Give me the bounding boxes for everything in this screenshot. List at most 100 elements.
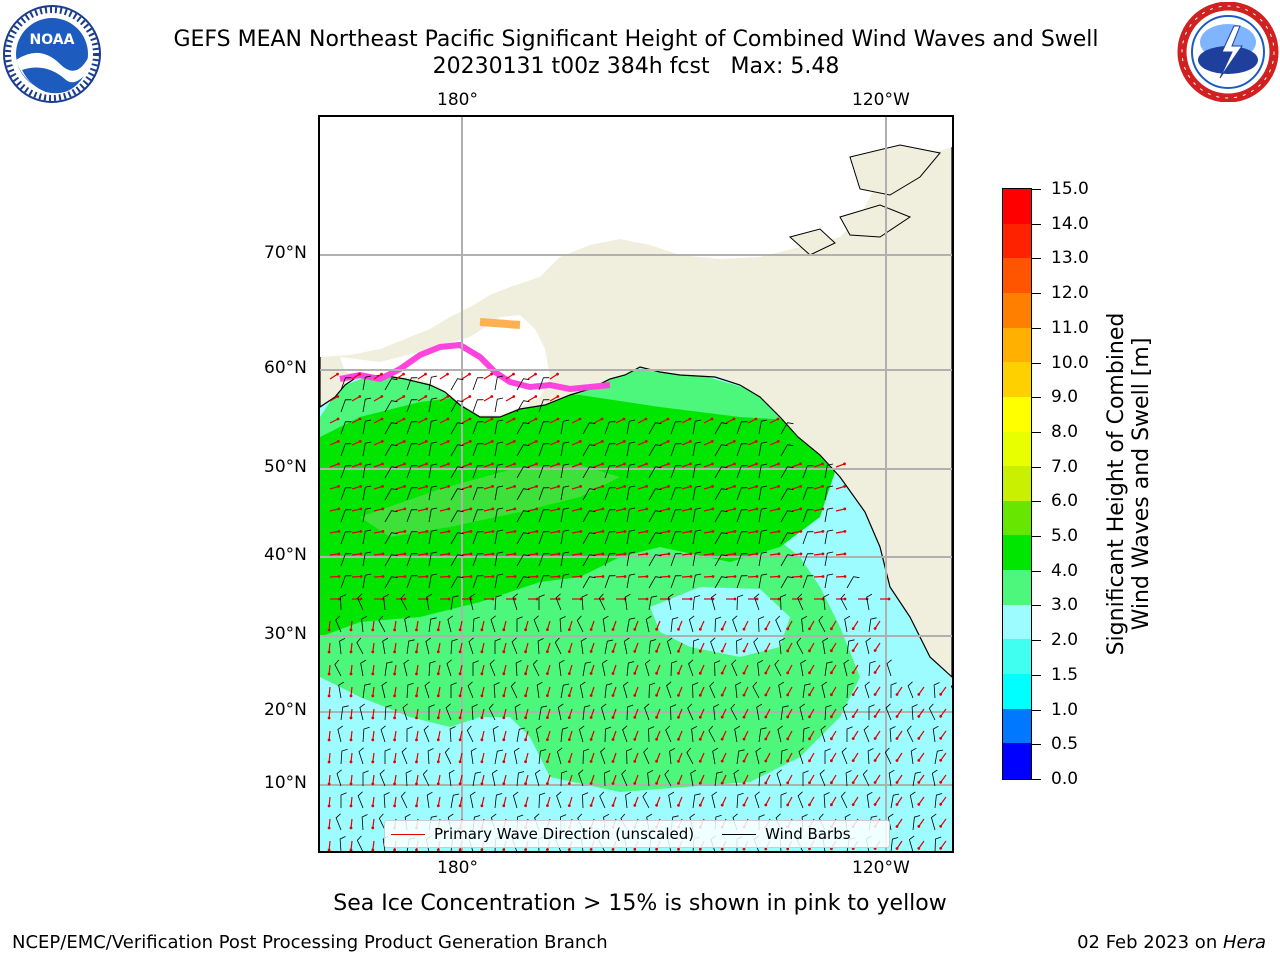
wave-arrow-head [799,462,802,466]
wind-barb [516,554,530,567]
wind-barb [911,704,918,721]
wave-arrow [372,620,375,630]
wave-arrow [918,686,925,695]
wave-arrow-head [777,597,781,601]
wave-arrow-head [371,672,375,676]
wind-barb [358,747,364,765]
wind-barb [823,593,830,611]
wave-arrow [677,620,683,630]
wave-arrow-head [425,507,429,511]
wave-arrow [439,553,449,556]
wind-barb [469,791,476,809]
wave-arrow-head [490,440,494,443]
wind-barb [472,660,479,676]
colorbar-tick-mark [1031,431,1041,433]
wind-barb [494,551,504,567]
colorbar-tick-mark [1031,223,1041,225]
wave-arrow-head [513,552,517,556]
wind-barb [714,488,728,501]
wave-arrow-head [557,507,561,511]
wave-arrow-head [843,530,847,533]
wind-barb [406,509,418,523]
wave-arrow-head [720,847,724,851]
wind-barb [362,375,372,391]
wave-arrow-head [447,530,451,533]
wave-arrow-head [359,485,362,488]
wave-arrow-head [939,736,943,740]
wind-barb [582,554,596,567]
wind-barb [450,510,464,523]
wave-arrow-head [786,737,790,741]
wave-arrow-head [589,628,593,631]
wind-barb [758,441,768,457]
wave-arrow-head [403,530,407,533]
wave-arrow [874,642,881,651]
wave-arrow-head [425,485,428,488]
wind-barb [909,791,916,809]
wave-arrow-head [337,597,341,601]
wind-barb [580,637,587,655]
wind-barb [516,532,530,545]
wind-barb [648,554,662,567]
wind-barb [866,791,873,809]
wave-arrow-head [689,507,693,511]
colorbar-tick-label: 8.0 [1051,421,1079,442]
wave-arrow [721,620,727,630]
wind-barb [626,573,636,589]
wave-arrow-head [535,575,539,578]
wave-arrow [791,485,801,490]
wind-barb [645,615,652,633]
wave-arrow [439,508,449,512]
sea-ice-edge [339,341,611,393]
wind-barb [758,573,768,589]
wave-arrow [791,530,802,534]
wave-arrow [634,752,639,762]
wave-arrow [571,553,581,556]
wave-arrow-head [327,694,331,698]
wave-arrow-head [512,395,516,398]
wind-barb [912,815,921,831]
wave-arrow [612,774,617,784]
wave-arrow [940,774,947,783]
wave-arrow [590,774,595,784]
colorbar-segment [1003,743,1031,779]
colorbar-segment [1003,535,1031,571]
wave-arrow [703,440,713,446]
wave-arrow-head [830,627,833,631]
wind-barb [406,421,418,435]
wave-arrow [372,642,375,652]
wind-barb [428,617,437,633]
wind-barb [340,705,349,721]
wave-arrow-head [808,649,811,653]
wind-barb [648,422,662,435]
wave-arrow [725,530,736,534]
wind-barb [494,463,504,479]
wave-arrow-head [677,803,680,807]
wave-arrow-head [873,693,877,696]
wind-barb [733,769,740,787]
wave-arrow-head [447,507,451,511]
wave-arrow-head [524,804,527,808]
wind-barb [798,747,804,765]
wind-barb [670,660,678,677]
wave-arrow [329,508,339,512]
wave-arrow [874,752,881,761]
wave-arrow-head [589,650,593,653]
wave-arrow [703,418,713,424]
wave-arrow-head [447,552,451,556]
wave-arrow-head [458,782,462,786]
wave-arrow-head [698,781,702,785]
wave-arrow-head [698,693,702,697]
wind-barb [734,725,741,743]
wave-arrow [351,395,361,402]
wind-barb [582,422,596,435]
wave-arrow [417,575,428,578]
wave-arrow-head [742,803,746,807]
wave-arrow [830,620,837,630]
wind-barb [824,551,834,567]
wave-arrow-head [337,462,340,466]
wave-arrow [329,395,339,402]
wave-arrow [373,440,383,446]
wave-arrow-head [764,847,768,851]
colorbar-tick-label: 1.0 [1051,699,1079,720]
